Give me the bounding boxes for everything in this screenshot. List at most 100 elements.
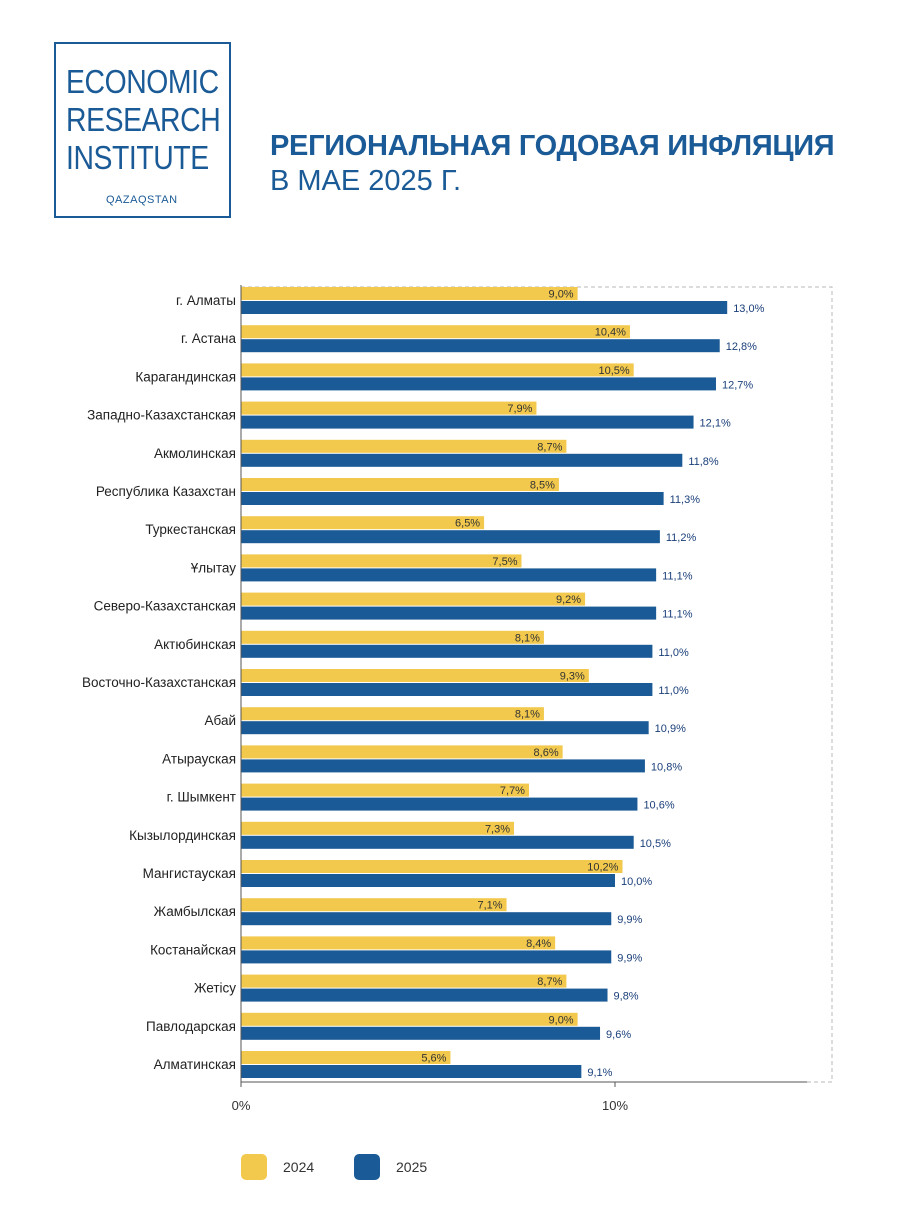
category-label: Карагандинская	[135, 369, 236, 384]
bar-2024	[241, 821, 515, 835]
logo: ECONOMIC RESEARCH INSTITUTE QAZAQSTAN	[54, 42, 231, 218]
data-label-2025: 10,6%	[643, 800, 674, 812]
bar-2024	[241, 554, 522, 568]
category-label: г. Астана	[181, 331, 237, 346]
bar-2024	[241, 630, 544, 644]
category-label: Павлодарская	[146, 1019, 236, 1034]
data-label-2024: 6,5%	[455, 518, 480, 530]
bar-2024	[241, 1051, 451, 1064]
bar-2025	[241, 721, 649, 735]
bar-2025	[241, 301, 728, 314]
legend-swatch-2025	[354, 1154, 380, 1180]
data-label-2025: 9,6%	[606, 1029, 631, 1041]
bar-2024	[241, 1012, 578, 1026]
data-label-2025: 9,1%	[587, 1067, 612, 1079]
bar-2024	[241, 439, 567, 453]
category-label: Акмолинская	[154, 446, 236, 461]
data-label-2025: 11,3%	[670, 494, 701, 506]
data-label-2024: 8,1%	[515, 709, 540, 721]
bar-2024	[241, 783, 529, 797]
title-line-1: РЕГИОНАЛЬНАЯ ГОДОВАЯ ИНФЛЯЦИЯ	[270, 130, 835, 162]
bar-2025	[241, 1065, 582, 1078]
x-tick-label: 0%	[232, 1098, 251, 1113]
bar-2025	[241, 797, 638, 811]
legend-label-2025: 2025	[396, 1159, 428, 1175]
data-label-2025: 11,0%	[658, 647, 689, 659]
category-label: Республика Казахстан	[96, 484, 236, 499]
bar-2024	[241, 936, 556, 950]
data-label-2025: 12,1%	[700, 418, 731, 430]
legend-item-2024: 2024	[241, 1154, 314, 1180]
data-label-2024: 8,4%	[526, 938, 551, 950]
logo-line-1: ECONOMIC	[66, 63, 219, 100]
data-label-2024: 9,0%	[549, 289, 574, 301]
bar-2025	[241, 835, 634, 849]
data-label-2025: 11,1%	[662, 609, 693, 621]
bar-2025	[241, 874, 615, 887]
data-label-2025: 10,9%	[655, 723, 686, 735]
bar-2025	[241, 759, 645, 773]
bar-2024	[241, 707, 544, 721]
x-tick-label: 10%	[602, 1098, 628, 1113]
data-label-2025: 11,8%	[688, 456, 719, 468]
bar-2024	[241, 363, 634, 377]
bar-2025	[241, 606, 657, 620]
bar-2025	[241, 988, 608, 1002]
data-label-2024: 7,1%	[477, 900, 502, 912]
page-title: РЕГИОНАЛЬНАЯ ГОДОВАЯ ИНФЛЯЦИЯ В МАЕ 2025…	[270, 130, 835, 198]
data-label-2024: 8,7%	[537, 976, 562, 988]
bar-2025	[241, 683, 653, 696]
data-label-2025: 10,0%	[621, 876, 652, 888]
data-label-2024: 7,7%	[500, 785, 525, 797]
category-label: Алматинская	[154, 1057, 236, 1072]
logo-line-3: INSTITUTE	[66, 139, 209, 176]
bar-2025	[241, 377, 716, 391]
category-label: Жамбылская	[154, 904, 236, 919]
category-label: Западно-Казахстанская	[87, 408, 236, 423]
bar-2024	[241, 516, 485, 530]
data-label-2024: 7,5%	[492, 556, 517, 568]
category-label: Туркестанская	[145, 522, 236, 537]
data-label-2025: 11,2%	[666, 532, 697, 544]
category-label: Мангистауская	[143, 866, 236, 881]
bar-2025	[241, 530, 660, 544]
data-label-2025: 10,8%	[651, 761, 682, 773]
data-label-2024: 8,5%	[530, 480, 555, 492]
bar-2024	[241, 592, 586, 606]
legend-label-2024: 2024	[283, 1159, 315, 1175]
bar-2024	[241, 287, 578, 300]
data-label-2024: 5,6%	[421, 1053, 446, 1065]
bar-2025	[241, 568, 657, 582]
data-label-2024: 9,3%	[560, 671, 585, 683]
data-label-2024: 10,2%	[587, 862, 618, 874]
data-label-2024: 7,3%	[485, 823, 510, 835]
category-label: г. Алматы	[176, 293, 236, 308]
data-label-2024: 8,7%	[537, 441, 562, 453]
bar-2025	[241, 339, 720, 353]
title-line-2: В МАЕ 2025 Г.	[270, 165, 462, 197]
category-label: Восточно-Казахстанская	[82, 675, 236, 690]
category-label: Абай	[205, 713, 236, 728]
bar-2025	[241, 415, 694, 429]
logo-subtitle: QAZAQSTAN	[106, 194, 178, 206]
bar-2024	[241, 860, 623, 873]
bar-2025	[241, 950, 612, 964]
data-label-2024: 7,9%	[507, 403, 532, 415]
logo-line-2: RESEARCH	[66, 101, 221, 138]
data-label-2025: 9,8%	[614, 991, 639, 1003]
category-label: Атырауская	[162, 751, 236, 766]
data-label-2024: 10,4%	[595, 327, 626, 339]
bar-2025	[241, 1026, 601, 1040]
category-label: Актюбинская	[154, 637, 236, 652]
bar-2024	[241, 478, 559, 491]
bar-2024	[241, 325, 630, 339]
bar-2025	[241, 912, 612, 926]
data-label-2025: 12,7%	[722, 379, 753, 391]
data-label-2025: 9,9%	[617, 952, 642, 964]
data-label-2024: 9,2%	[556, 594, 581, 606]
category-label: Ұлытау	[191, 560, 236, 575]
data-label-2025: 12,8%	[726, 341, 757, 353]
bar-2024	[241, 401, 537, 415]
data-label-2024: 9,0%	[549, 1014, 574, 1026]
category-label: Северо-Казахстанская	[94, 599, 236, 614]
